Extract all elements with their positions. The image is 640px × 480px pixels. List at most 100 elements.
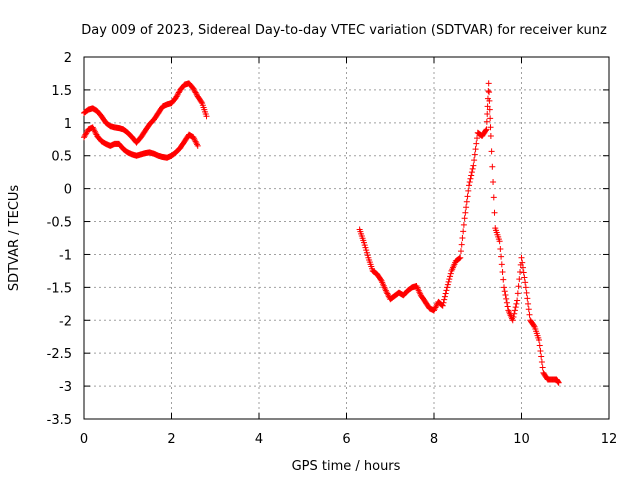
data-point [466, 182, 472, 189]
data-point [539, 364, 546, 371]
data-point [192, 138, 199, 145]
y-tick-label: 0 [64, 183, 72, 198]
data-point [486, 97, 493, 104]
data-point [383, 289, 390, 296]
data-point [463, 204, 470, 211]
data-point [174, 92, 181, 99]
data-point [487, 132, 494, 139]
data-point [81, 134, 87, 141]
data-point [439, 302, 446, 309]
data-point [490, 194, 497, 201]
data-point [521, 274, 528, 281]
data-point [91, 127, 98, 134]
y-tick-label: -2 [59, 314, 72, 329]
data-point [496, 238, 503, 245]
series-group [81, 80, 210, 146]
data-point [461, 215, 468, 222]
data-point [509, 317, 516, 324]
data-point [198, 98, 205, 105]
data-point [538, 358, 545, 365]
data-point [555, 379, 562, 386]
data-point [363, 247, 370, 254]
series-group [81, 124, 201, 161]
y-tick-label: -1 [59, 248, 72, 263]
data-point [524, 295, 531, 302]
data-point [91, 128, 98, 135]
grid-layer [84, 57, 609, 419]
x-tick-label: 4 [255, 432, 263, 447]
data-point [194, 141, 201, 148]
data-point [485, 88, 492, 95]
data-point [515, 283, 522, 290]
data-point [490, 179, 497, 186]
data-point [361, 242, 368, 249]
data-point [457, 254, 464, 261]
data-point [361, 239, 367, 246]
data-point [82, 131, 89, 138]
chart-title: Day 009 of 2023, Sidereal Day-to-day VTE… [81, 23, 607, 38]
x-axis-label: GPS time / hours [292, 459, 401, 474]
data-point [513, 300, 520, 307]
data-point [440, 299, 447, 306]
data-point [486, 106, 493, 113]
x-tick-label: 12 [601, 432, 618, 447]
data-point [192, 89, 199, 96]
data-point [172, 94, 179, 101]
y-tick-label: 2 [64, 51, 72, 66]
data-point [501, 284, 507, 291]
data-point [520, 269, 527, 276]
data-point [203, 113, 210, 120]
data-point [470, 162, 477, 169]
data-point [190, 85, 197, 92]
data-point [464, 193, 471, 200]
data-point [466, 179, 473, 186]
data-point [485, 80, 492, 87]
data-point [473, 140, 480, 147]
data-point [511, 310, 518, 317]
y-tick-label: -3.5 [47, 413, 72, 428]
data-point [456, 255, 463, 262]
data-point [526, 311, 533, 318]
y-tick-label: 1 [64, 117, 72, 132]
series-layer [81, 80, 562, 386]
data-point [462, 209, 469, 216]
data-point [488, 148, 495, 155]
data-point [465, 187, 472, 194]
data-point [503, 295, 510, 302]
data-point [487, 115, 494, 122]
data-point [173, 93, 180, 100]
data-point [191, 88, 198, 95]
data-point [469, 165, 476, 172]
data-point [514, 290, 521, 297]
data-point [525, 300, 532, 307]
data-point [191, 135, 198, 142]
y-tick-label: -3 [59, 380, 72, 395]
data-point [190, 134, 197, 141]
data-point [83, 130, 90, 137]
data-point [516, 276, 523, 283]
data-point [191, 137, 198, 144]
data-point [382, 287, 389, 294]
data-point [483, 126, 490, 133]
data-point [460, 221, 467, 228]
data-point [511, 307, 518, 314]
data-point [433, 303, 440, 310]
data-point [385, 291, 392, 298]
data-point [471, 151, 478, 158]
data-point [483, 118, 490, 125]
data-point [486, 89, 493, 96]
data-point [441, 296, 448, 303]
data-point [519, 264, 526, 271]
data-point [377, 276, 384, 283]
data-point [445, 278, 452, 285]
data-point [447, 273, 454, 280]
data-point [364, 252, 371, 259]
y-tick-labels: -3.5 -3 -2.5 -2 -1.5 -1 -0.5 0 0.5 1 1.5 2 [47, 51, 72, 428]
y-tick-label: 0.5 [51, 150, 72, 165]
data-point [459, 235, 466, 241]
data-point [489, 163, 496, 170]
x-tick-label: 8 [430, 432, 438, 447]
data-point [81, 132, 88, 139]
